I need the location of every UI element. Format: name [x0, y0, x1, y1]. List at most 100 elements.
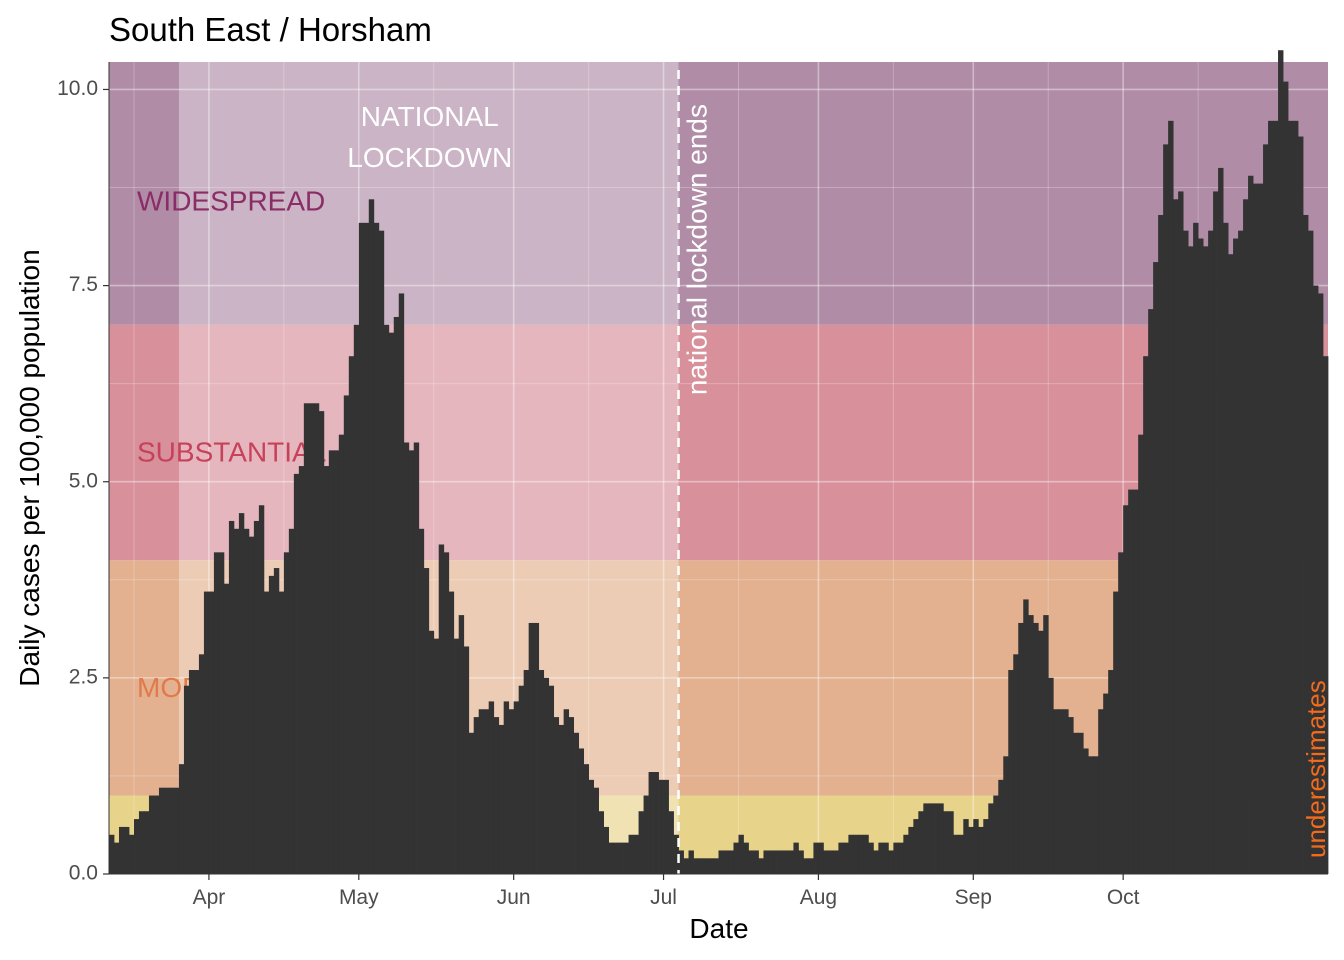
- bar: [1208, 230, 1214, 874]
- bar: [988, 803, 994, 874]
- x-tick-label: Apr: [193, 886, 226, 909]
- bar: [633, 834, 639, 874]
- bar: [1228, 254, 1234, 875]
- bar: [293, 473, 300, 874]
- bar: [1153, 262, 1159, 874]
- bar: [963, 819, 969, 874]
- bar: [613, 842, 619, 874]
- bar: [383, 324, 390, 874]
- bar: [408, 450, 415, 874]
- bar: [1293, 120, 1299, 874]
- bar: [303, 403, 310, 874]
- bar: [188, 670, 195, 874]
- bar: [643, 795, 649, 874]
- bar: [823, 850, 829, 874]
- bar: [138, 811, 145, 874]
- bar: [1213, 191, 1219, 874]
- bar: [868, 842, 874, 874]
- bar: [223, 583, 230, 874]
- bar: [398, 293, 405, 875]
- bar: [288, 528, 295, 874]
- bar: [1203, 246, 1209, 874]
- bar: [743, 842, 749, 874]
- bar: [113, 842, 120, 874]
- bar: [208, 591, 215, 874]
- bar: [518, 685, 525, 874]
- bar: [953, 834, 959, 874]
- bar: [123, 826, 130, 874]
- bar: [1073, 732, 1079, 874]
- bar: [313, 403, 320, 874]
- bar: [968, 826, 974, 874]
- bar: [483, 709, 490, 874]
- bar: [1223, 222, 1229, 874]
- bar: [338, 434, 345, 874]
- bar: [603, 826, 609, 874]
- bar: [993, 795, 999, 874]
- bar: [1043, 615, 1049, 874]
- bar: [1088, 756, 1094, 874]
- bar: [983, 819, 989, 874]
- bar: [943, 811, 949, 874]
- bar: [858, 834, 864, 874]
- y-axis: 0.0 2.5 5.0 7.5 10.0: [57, 62, 110, 885]
- bar: [1243, 199, 1249, 875]
- bar: [558, 724, 565, 874]
- bar: [133, 819, 140, 874]
- bar: [693, 858, 699, 874]
- bar: [723, 850, 729, 874]
- chart-title: South East / Horsham: [109, 11, 432, 48]
- y-tick-label: 5.0: [69, 469, 98, 492]
- bar: [373, 222, 380, 874]
- bar: [803, 858, 809, 874]
- bar: [1258, 183, 1264, 874]
- bar: [1023, 599, 1029, 874]
- bar: [538, 670, 545, 874]
- bar: [548, 685, 555, 874]
- bar: [1063, 709, 1069, 874]
- bar: [393, 316, 400, 875]
- bar: [833, 850, 839, 874]
- band-widespread: [109, 62, 1328, 325]
- bar: [378, 230, 385, 874]
- bar: [1143, 356, 1149, 875]
- bar: [148, 795, 155, 874]
- bar: [668, 811, 674, 874]
- bar: [973, 819, 979, 874]
- bar: [663, 779, 669, 874]
- bar: [808, 858, 814, 874]
- bar: [903, 834, 909, 874]
- y-tick-label: 7.5: [69, 273, 98, 296]
- bar: [573, 732, 580, 874]
- bar: [278, 591, 285, 874]
- bar: [793, 842, 799, 874]
- bar: [1308, 230, 1314, 874]
- bar: [198, 654, 205, 874]
- bar: [109, 834, 115, 874]
- bar: [363, 222, 370, 874]
- bar: [938, 803, 944, 874]
- bar: [1193, 222, 1199, 874]
- bar: [1018, 622, 1024, 874]
- bar: [1133, 489, 1139, 874]
- bar: [673, 834, 679, 874]
- bar: [283, 552, 290, 874]
- bar: [388, 332, 395, 875]
- bar: [553, 717, 560, 874]
- bar: [1178, 191, 1184, 874]
- bar: [778, 850, 784, 874]
- bar: [933, 803, 939, 874]
- bar: [1083, 748, 1089, 874]
- bar: [153, 795, 160, 874]
- bar: [258, 505, 265, 874]
- bar: [1093, 756, 1099, 874]
- bar: [618, 842, 624, 874]
- bar: [583, 764, 590, 874]
- bar: [998, 779, 1004, 874]
- bar: [733, 842, 739, 874]
- bar: [713, 858, 719, 874]
- bar: [1253, 183, 1259, 874]
- bar: [748, 850, 754, 874]
- bar: [853, 834, 859, 874]
- bar: [228, 520, 235, 874]
